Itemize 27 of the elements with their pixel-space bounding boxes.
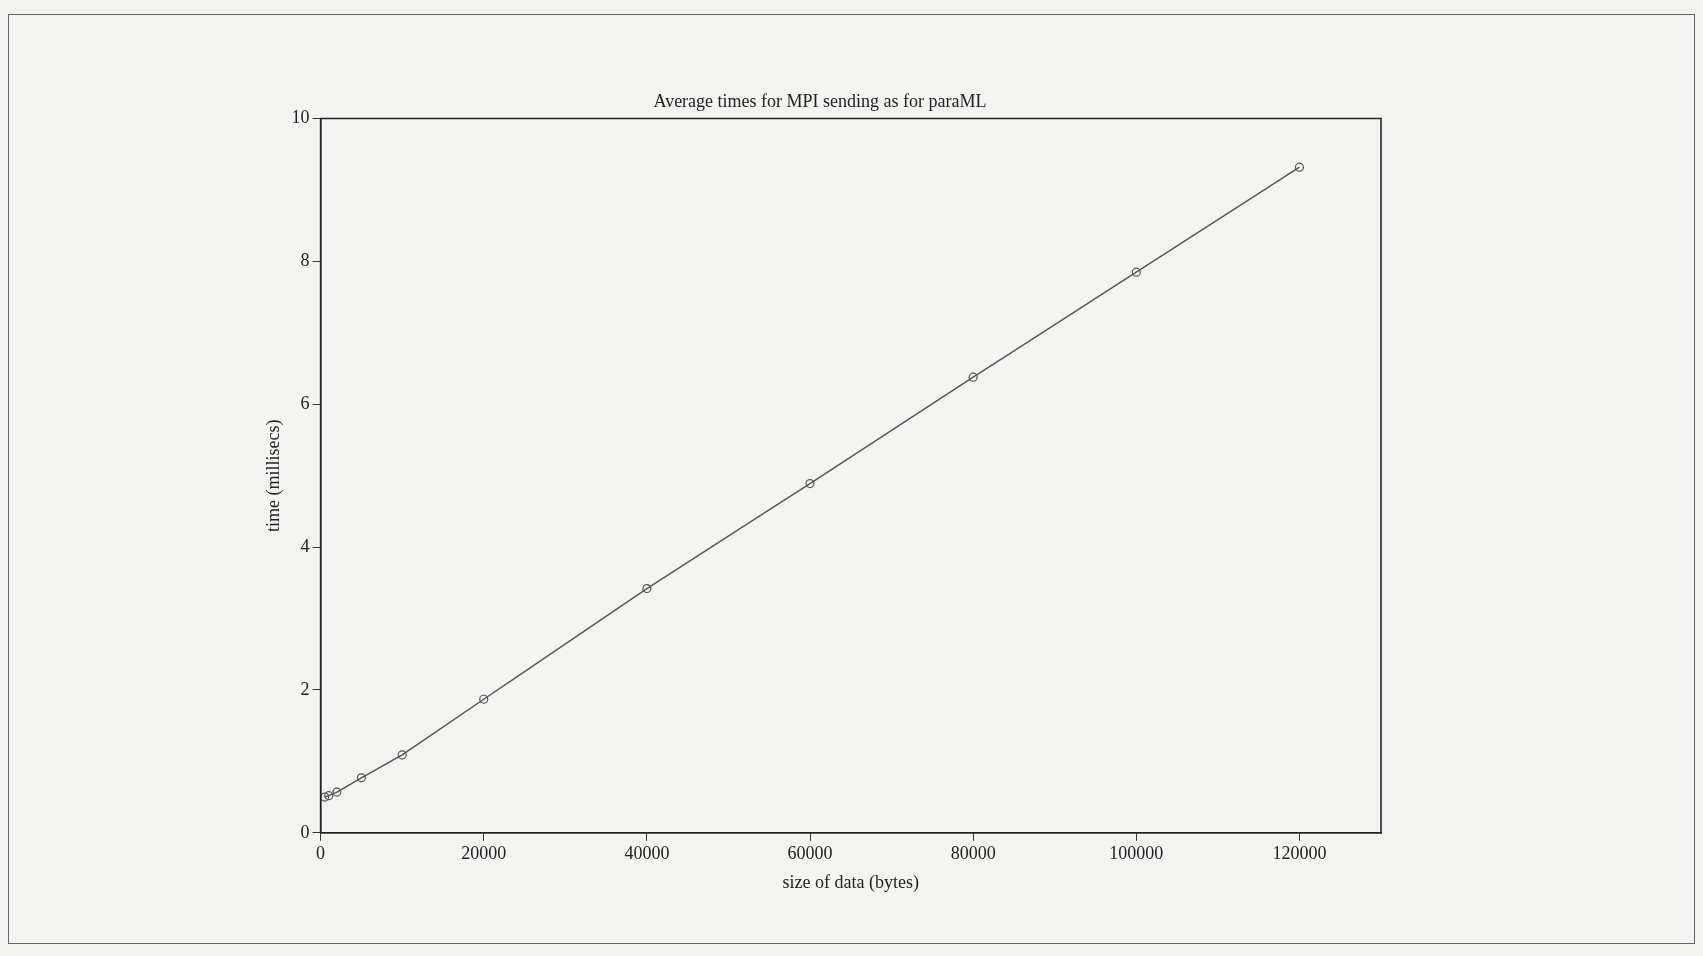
x-tick-label: 20000 <box>461 843 507 864</box>
x-tick-label: 100000 <box>1109 843 1164 864</box>
y-tick-label: 8 <box>300 250 310 271</box>
y-axis-title: time (millisecs) <box>262 419 284 532</box>
point <box>968 372 978 382</box>
x-tick-label: 60000 <box>787 843 833 864</box>
point <box>397 750 407 760</box>
chart-title: Average times for MPI sending as for paraML <box>653 90 987 111</box>
x-tick-label: 80000 <box>950 843 996 864</box>
point <box>1294 162 1305 172</box>
y-tick-label: 2 <box>300 678 310 699</box>
y-tick-label: 6 <box>300 393 310 414</box>
point <box>324 791 334 801</box>
y-tick-label: 10 <box>291 107 310 128</box>
point <box>479 694 489 704</box>
point <box>642 583 652 594</box>
point <box>1131 267 1141 277</box>
point <box>332 787 342 797</box>
x-tick-label: 0 <box>316 843 326 864</box>
x-tick-label: 40000 <box>624 843 670 864</box>
y-tick-label: 4 <box>300 535 310 556</box>
point <box>320 792 330 802</box>
x-axis-title: size of data (bytes) <box>782 871 920 893</box>
y-tick-label: 0 <box>300 821 310 842</box>
point <box>356 773 366 783</box>
x-tick-label: 120000 <box>1272 843 1327 864</box>
point <box>805 478 815 489</box>
